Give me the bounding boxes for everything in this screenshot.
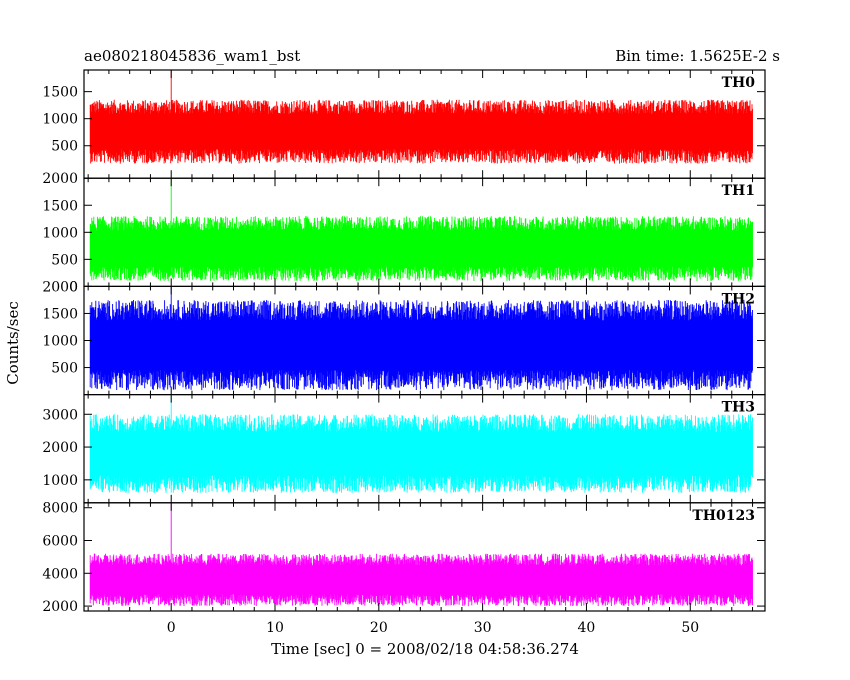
y-tick-label: 500 — [51, 361, 78, 377]
series-line-th1 — [89, 178, 753, 281]
x-tick-label: 30 — [474, 620, 492, 636]
bin-time-label: Bin time: 1.5625E-2 s — [615, 47, 780, 65]
panels-group: 50010001500TH00500100015002000TH15001000… — [42, 69, 766, 636]
panel-label-th3: TH3 — [722, 400, 755, 416]
y-axis-label: Counts/sec — [4, 301, 22, 385]
y-tick-label: 3000 — [42, 407, 78, 423]
panel-label-th1: TH1 — [722, 183, 755, 199]
y-tick-label: 4000 — [42, 566, 78, 582]
x-axis-label: Time [sec] 0 = 2008/02/18 04:58:36.274 — [271, 640, 579, 658]
x-tick-label: 0 — [167, 620, 176, 636]
x-tick-label: 50 — [681, 620, 699, 636]
panel-th0123: 2000 4000 6000 8000 TH0123 — [42, 501, 766, 615]
series-line-th0 — [89, 70, 753, 164]
x-tick-label: 20 — [370, 620, 388, 636]
panel-label-th2: TH2 — [722, 291, 755, 307]
y-tick-label: 2000 — [42, 171, 78, 187]
y-tick-label: 8000 — [42, 501, 78, 517]
series-line-th0123 — [89, 502, 753, 607]
panel-frame — [83, 502, 766, 612]
series-line-th2 — [89, 286, 753, 391]
y-tick-label: 500 — [51, 252, 78, 268]
y-tick-label: 500 — [51, 139, 78, 155]
y-tick-label: 2000 — [42, 599, 78, 615]
y-tick-label: 2000 — [42, 440, 78, 456]
x-tick-label: 40 — [578, 620, 596, 636]
y-tick-label: 1500 — [42, 85, 78, 101]
y-tick-label: 1000 — [42, 225, 78, 241]
panel-th2: 500 1000 1500 2000 TH2 — [42, 279, 766, 396]
y-tick-label: 6000 — [42, 534, 78, 550]
object-name-title: ae080218045836_wam1_bst — [84, 47, 300, 65]
panel-th3: 1000 2000 3000 TH3 — [42, 394, 766, 504]
panel-label-th0: TH0 — [722, 75, 756, 91]
y-tick-label: 1000 — [42, 334, 78, 350]
y-tick-label: 0 — [69, 279, 78, 295]
y-tick-label: 1000 — [42, 112, 78, 128]
panel-th1: 0 500 1000 1500 2000 TH1 — [42, 171, 766, 295]
y-tick-label: 1000 — [42, 473, 78, 489]
panel-th0: 500 1000 1500 TH0 — [42, 69, 766, 179]
panel-label-th0123: TH0123 — [692, 508, 755, 524]
series-line-th3 — [89, 394, 753, 493]
x-tick-label: 10 — [266, 620, 284, 636]
y-tick-label: 1500 — [42, 306, 78, 322]
y-tick-label: 2000 — [42, 279, 78, 295]
y-tick-label: 1500 — [42, 198, 78, 214]
